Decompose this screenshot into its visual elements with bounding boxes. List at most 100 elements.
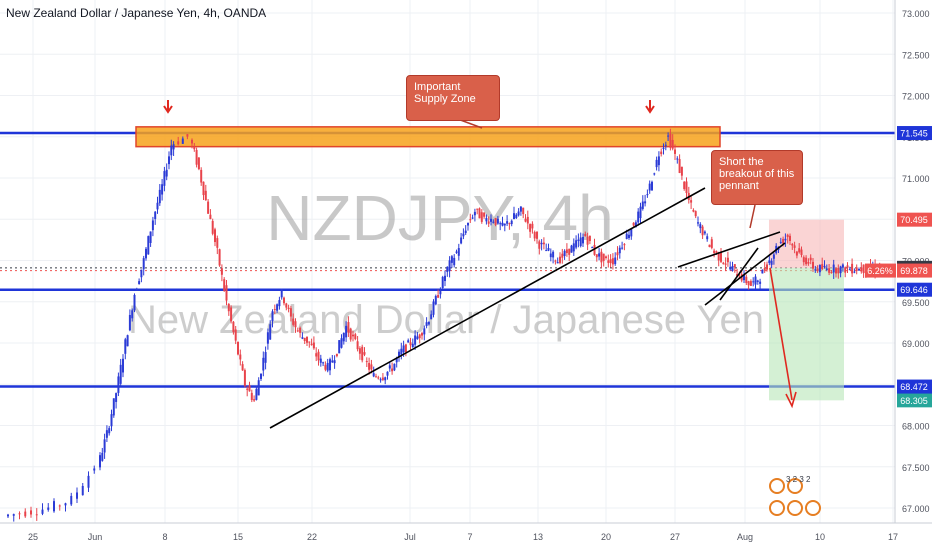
candle-body — [322, 362, 325, 364]
candle-body — [115, 393, 118, 402]
candle-body — [112, 398, 115, 416]
candle-body — [163, 171, 166, 186]
candle-body — [577, 239, 580, 241]
candle-body — [674, 149, 676, 154]
candle-body — [701, 226, 704, 236]
candle-body — [326, 363, 329, 371]
candle-body — [450, 256, 453, 263]
candle-body — [588, 235, 591, 242]
candle-body — [232, 321, 235, 333]
candle-body — [793, 245, 796, 248]
candle-body — [690, 200, 693, 203]
candle-body — [492, 221, 495, 223]
candle-body — [533, 232, 536, 239]
candle-body — [851, 263, 854, 274]
x-tick-label: 13 — [533, 532, 543, 542]
candle-body — [478, 208, 481, 219]
candle-body — [501, 222, 504, 226]
candle-body — [439, 291, 442, 295]
logo-circle — [787, 500, 803, 516]
candle-body — [365, 361, 368, 363]
price-label-bg — [897, 379, 932, 394]
candle-body — [250, 392, 253, 401]
candle-body — [736, 273, 739, 277]
candle-body — [87, 475, 90, 488]
candle-body — [644, 201, 647, 204]
candle-body — [186, 134, 189, 137]
candle-body — [255, 388, 258, 400]
candle-body — [731, 266, 734, 271]
candle-body — [685, 181, 688, 194]
candle-body — [421, 333, 423, 336]
candle-body — [680, 166, 683, 176]
candle-body — [453, 257, 456, 266]
candle-body — [218, 249, 221, 266]
candle-body — [766, 264, 768, 270]
y-tick-label: 73.000 — [902, 9, 930, 19]
candle-body — [260, 373, 262, 379]
candle-body — [648, 183, 651, 191]
candle-body — [347, 322, 350, 333]
candle-body — [522, 207, 525, 215]
candle-body — [540, 242, 543, 245]
candle-body — [779, 241, 782, 243]
y-tick-label: 72.500 — [902, 50, 930, 60]
candle-body — [795, 251, 798, 256]
candle-body — [825, 268, 828, 270]
candle-body — [618, 247, 621, 254]
candle-body — [292, 318, 295, 325]
candle-body — [124, 339, 127, 354]
candle-body — [703, 231, 706, 234]
candle-body — [444, 275, 446, 282]
logo-circle — [805, 500, 821, 516]
candle-body — [706, 236, 709, 240]
price-tag-bg — [865, 263, 896, 278]
candle-body — [605, 256, 607, 258]
candle-body — [519, 206, 522, 212]
x-tick-label: Jul — [404, 532, 416, 542]
x-axis: 25 Jun 8 15 22 Jul 7 13 20 27 Aug 10 17 — [0, 522, 932, 542]
candle-body — [432, 301, 435, 315]
y-tick-label: 71.000 — [902, 174, 930, 184]
price-label-bg — [897, 126, 932, 141]
candle-body — [209, 214, 212, 220]
candle-body — [404, 344, 407, 353]
candle-body — [352, 334, 354, 337]
candle-body — [510, 220, 513, 225]
candle-body — [487, 221, 490, 224]
candle-body — [193, 146, 196, 150]
candle-body — [315, 353, 318, 357]
candle-body — [542, 242, 545, 245]
candle-body — [128, 314, 131, 331]
candle-body — [483, 212, 486, 217]
candle-body — [657, 156, 660, 166]
candle-body — [225, 285, 228, 301]
candle-body — [598, 253, 601, 257]
callout-pointer — [749, 204, 756, 229]
candle-body — [699, 224, 702, 229]
candle-body — [425, 322, 428, 326]
candle-body — [370, 364, 373, 370]
x-tick-label: 15 — [233, 532, 243, 542]
candle-body — [630, 229, 633, 237]
candle-body — [754, 276, 757, 285]
candle-body — [556, 262, 559, 264]
candle-body — [496, 218, 499, 224]
candle-body — [409, 342, 412, 346]
price-label-bg — [897, 282, 932, 297]
candle-body — [35, 514, 38, 516]
candle-body — [455, 251, 458, 253]
candle-body — [480, 212, 483, 222]
candle-body — [400, 348, 403, 355]
candle-body — [646, 194, 649, 196]
candle-body — [802, 257, 805, 263]
watermark-name: New Zealand Dollar / Japanese Yen — [128, 298, 764, 342]
candle-body — [216, 238, 219, 248]
arrows — [163, 100, 797, 409]
candle-body — [204, 190, 207, 201]
candle-body — [582, 237, 584, 244]
candle-body — [485, 218, 488, 222]
candle-body — [310, 343, 313, 346]
trend-line — [704, 242, 786, 306]
candle-body — [253, 399, 256, 401]
